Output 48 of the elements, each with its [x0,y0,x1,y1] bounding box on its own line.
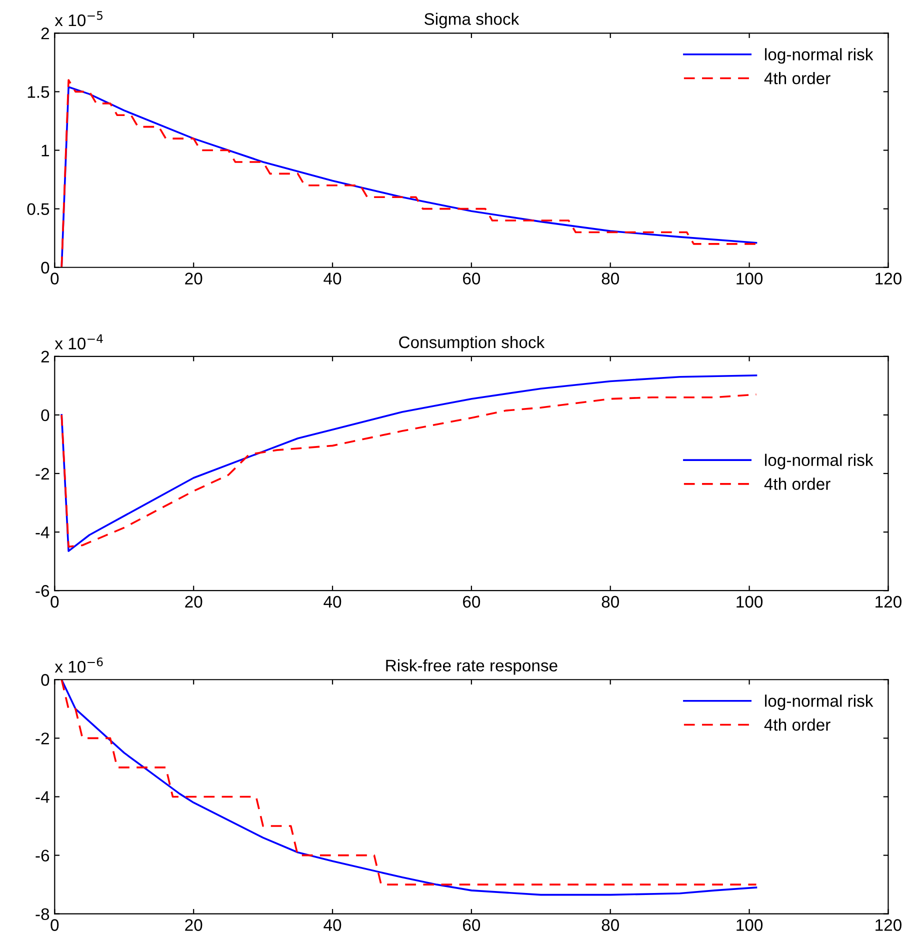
x-tick-label: 100 [736,272,763,284]
y-tick-label: -4 [36,791,50,803]
legend-label: log-normal risk [765,48,874,64]
legend-label: 4th order [764,718,830,731]
x-tick-label: 20 [185,919,202,931]
x-tick-label: 80 [602,596,619,608]
text: x 10$^{−4}$ [54,334,103,350]
y-tick-label: -6 [36,585,50,597]
x-tick-label: 120 [876,596,902,608]
x-tick-label: 0 [50,272,59,284]
chart-title: Risk-free rate response [386,659,558,675]
x-tick-label: 20 [185,596,202,608]
y-tick-label: 0 [41,262,50,274]
y-tick-label: 1 [42,144,49,156]
x-tick-label: 60 [463,919,480,931]
x-tick-label: 40 [324,919,342,931]
y-tick-label: -2 [36,468,49,480]
y-tick-label: 0 [41,674,50,686]
y-tick-label: 0.5 [27,203,50,216]
x-tick-label: 100 [736,919,763,931]
x-tick-label: 0 [50,919,59,931]
x-tick-label: 120 [876,272,902,284]
y-tick-label: 0 [41,409,50,422]
x-tick-label: 20 [185,272,202,284]
x-tick-label: 40 [324,596,342,608]
chart-title: Consumption shock [399,336,545,352]
y-tick-label: 1.5 [28,86,50,98]
legend-label: 4th order [764,478,830,490]
chart-title: Sigma shock [424,12,520,28]
text: x 10$^{−6}$ [54,657,103,673]
legend-label: log-normal risk [765,694,874,710]
legend-label: 4th order [764,72,830,84]
x-tick-label: 40 [324,272,342,284]
text: x 10$^{−5}$ [54,11,102,26]
legend-label: log-normal risk [765,454,874,470]
y-tick-label: 2 [41,350,49,362]
x-tick-label: 80 [602,272,619,284]
x-tick-label: 100 [736,596,763,608]
y-tick-label: -2 [36,732,49,744]
x-tick-label: 120 [876,919,902,931]
y-tick-label: 2 [41,28,49,40]
x-tick-label: 0 [50,596,59,608]
x-tick-label: 60 [463,596,480,608]
x-tick-label: 80 [602,919,619,931]
y-tick-label: -8 [36,908,50,920]
x-tick-label: 60 [463,272,480,284]
y-tick-label: -4 [36,526,50,538]
y-tick-label: -6 [36,850,50,862]
